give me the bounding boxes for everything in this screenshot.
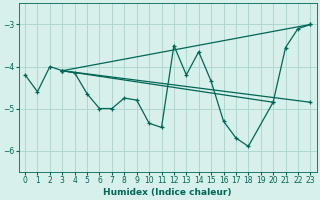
X-axis label: Humidex (Indice chaleur): Humidex (Indice chaleur) (103, 188, 232, 197)
